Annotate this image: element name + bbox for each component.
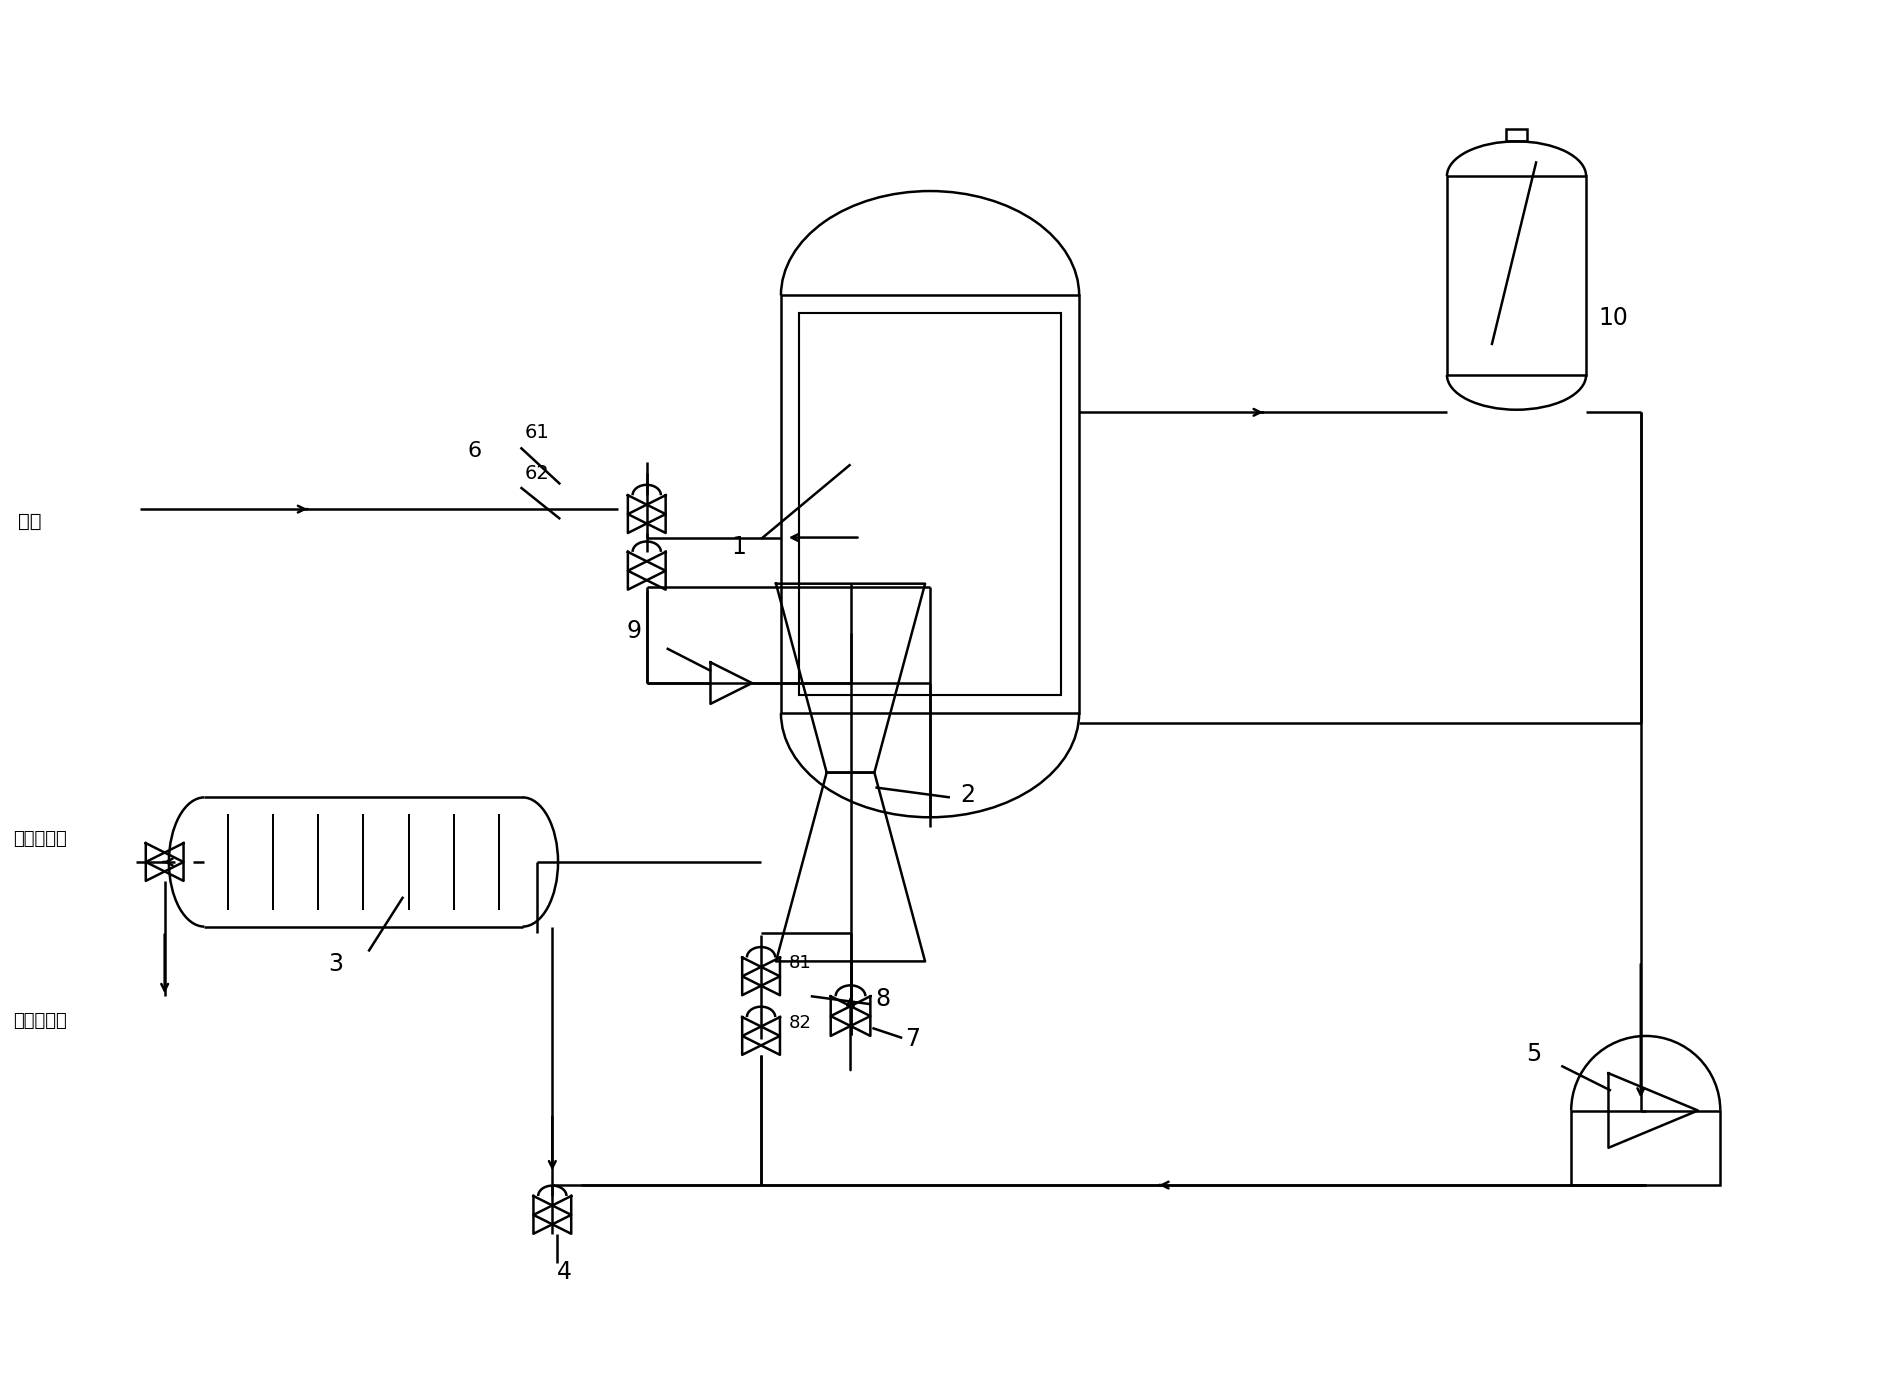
Bar (1446, 176, 1587, 375)
Bar (781, 295, 1080, 713)
Text: 4: 4 (558, 1261, 573, 1284)
Text: 3: 3 (329, 953, 344, 976)
Text: 82: 82 (789, 1014, 811, 1032)
Text: 6: 6 (468, 442, 483, 461)
Text: 62: 62 (524, 464, 548, 483)
Text: 8: 8 (875, 988, 890, 1011)
Text: 7: 7 (905, 1027, 920, 1050)
Text: 1: 1 (731, 535, 746, 559)
Text: 5: 5 (1527, 1042, 1542, 1066)
Text: 9: 9 (627, 620, 642, 644)
Bar (798, 313, 1061, 695)
Text: 81: 81 (789, 954, 811, 972)
Text: 10: 10 (1598, 306, 1628, 330)
Bar (1506, 130, 1527, 141)
Text: 循环水回水: 循环水回水 (13, 1013, 68, 1029)
Bar (1572, 1110, 1720, 1185)
Text: 2: 2 (960, 783, 975, 808)
Text: 蔭汽: 蔭汽 (17, 513, 41, 531)
Text: 61: 61 (524, 422, 548, 442)
Text: 循环水进水: 循环水进水 (13, 830, 68, 848)
